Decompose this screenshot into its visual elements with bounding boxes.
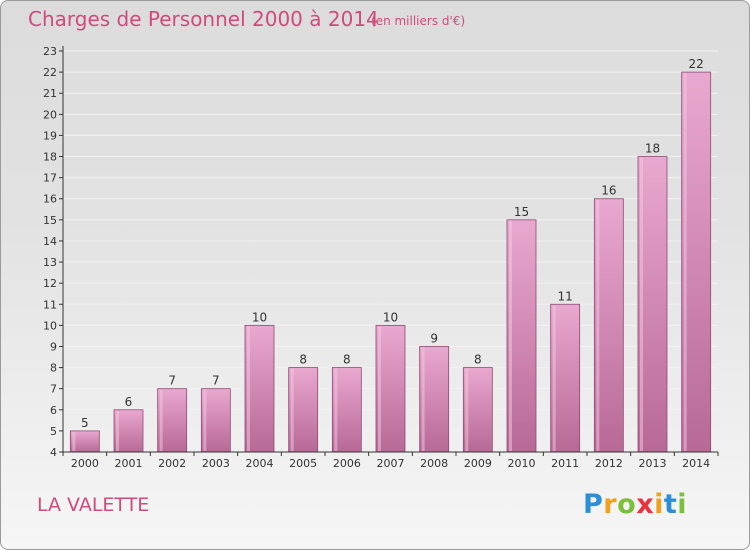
x-tick-label: 2011 [551, 457, 579, 470]
commune-name: LA VALETTE [37, 494, 150, 516]
value-label: 11 [558, 289, 573, 303]
y-tick-label: 16 [43, 193, 57, 206]
y-tick-label: 12 [43, 277, 57, 290]
x-tick-label: 2008 [420, 457, 448, 470]
value-label: 8 [299, 353, 307, 367]
value-label: 8 [343, 353, 351, 367]
x-tick-label: 2003 [202, 457, 230, 470]
y-tick-label: 4 [50, 446, 57, 459]
y-tick-label: 7 [50, 383, 57, 396]
value-label: 22 [689, 57, 704, 71]
value-label: 16 [601, 184, 616, 198]
value-label: 18 [645, 142, 660, 156]
value-label: 7 [212, 374, 220, 388]
logo-letter: i [677, 489, 688, 520]
y-tick-label: 6 [50, 404, 57, 417]
bar-highlight [465, 368, 469, 451]
value-label: 8 [474, 353, 482, 367]
x-tick-label: 2007 [377, 457, 405, 470]
bar-highlight [247, 326, 250, 451]
value-label: 5 [81, 416, 89, 430]
x-tick-label: 2006 [333, 457, 361, 470]
y-tick-label: 13 [43, 256, 57, 269]
value-label: 10 [383, 310, 398, 324]
value-label: 7 [168, 374, 176, 388]
bar-highlight [334, 368, 338, 451]
value-label: 6 [125, 395, 133, 409]
y-tick-label: 21 [43, 87, 57, 100]
x-tick-label: 2010 [508, 457, 536, 470]
x-tick-label: 2004 [246, 457, 274, 470]
x-tick-label: 2013 [639, 457, 667, 470]
y-tick-label: 22 [43, 66, 57, 79]
bar-highlight [552, 305, 556, 451]
y-tick-label: 11 [43, 298, 57, 311]
axes: 4 5 6 7 8 9 10 11 12 13 14 15 16 17 18 19 20 21 22 23 2000 20… [43, 45, 719, 470]
y-tick-label: 18 [43, 151, 57, 164]
y-tick-label: 8 [50, 362, 57, 375]
bar-highlight [683, 73, 687, 452]
y-tick-label: 15 [43, 214, 57, 227]
value-label: 15 [514, 205, 529, 219]
bar-highlight [159, 389, 163, 451]
bar-highlight [421, 347, 425, 451]
y-tick-label: 5 [50, 425, 57, 438]
value-label: 9 [430, 331, 438, 345]
x-tick-label: 2005 [289, 457, 317, 470]
bar-highlight [290, 368, 294, 451]
bar-highlight [596, 199, 600, 451]
bar-highlight [116, 410, 119, 451]
y-tick-label: 20 [43, 108, 57, 121]
x-tick-label: 2001 [115, 457, 143, 470]
x-tick-label: 2012 [595, 457, 623, 470]
y-tick-label: 14 [43, 235, 57, 248]
value-label: 10 [252, 310, 267, 324]
bar-highlight [72, 431, 76, 451]
proxiti-logo[interactable]: Proxiti [583, 489, 687, 520]
bar-highlight [203, 389, 207, 451]
y-tick-label: 23 [43, 45, 57, 58]
y-tick-label: 9 [50, 340, 57, 353]
y-tick-label: 17 [43, 172, 57, 185]
y-tick-label: 19 [43, 129, 57, 142]
logo-letter: P [583, 489, 604, 520]
chart-title: Charges de Personnel 2000 à 2014 [28, 7, 379, 31]
x-tick-label: 2009 [464, 457, 492, 470]
bars [69, 71, 712, 453]
logo-letter: x [636, 489, 655, 520]
x-tick-label: 2000 [71, 457, 99, 470]
bar-highlight [640, 157, 643, 452]
x-tick-label: 2014 [682, 457, 710, 470]
logo-letter: r [603, 489, 618, 520]
bar-highlight [509, 220, 512, 451]
logo-letter: i [654, 489, 664, 520]
logo-letter: o [617, 489, 637, 520]
y-tick-label: 10 [43, 319, 57, 332]
value-labels: 5 6 7 7 10 8 8 10 9 8 15 11 16 18 22 [81, 57, 704, 430]
chart-subtitle: (en milliers d'€) [371, 14, 466, 28]
x-tick-label: 2002 [158, 457, 186, 470]
bar-highlight [378, 326, 381, 451]
logo-letter: t [663, 489, 678, 520]
